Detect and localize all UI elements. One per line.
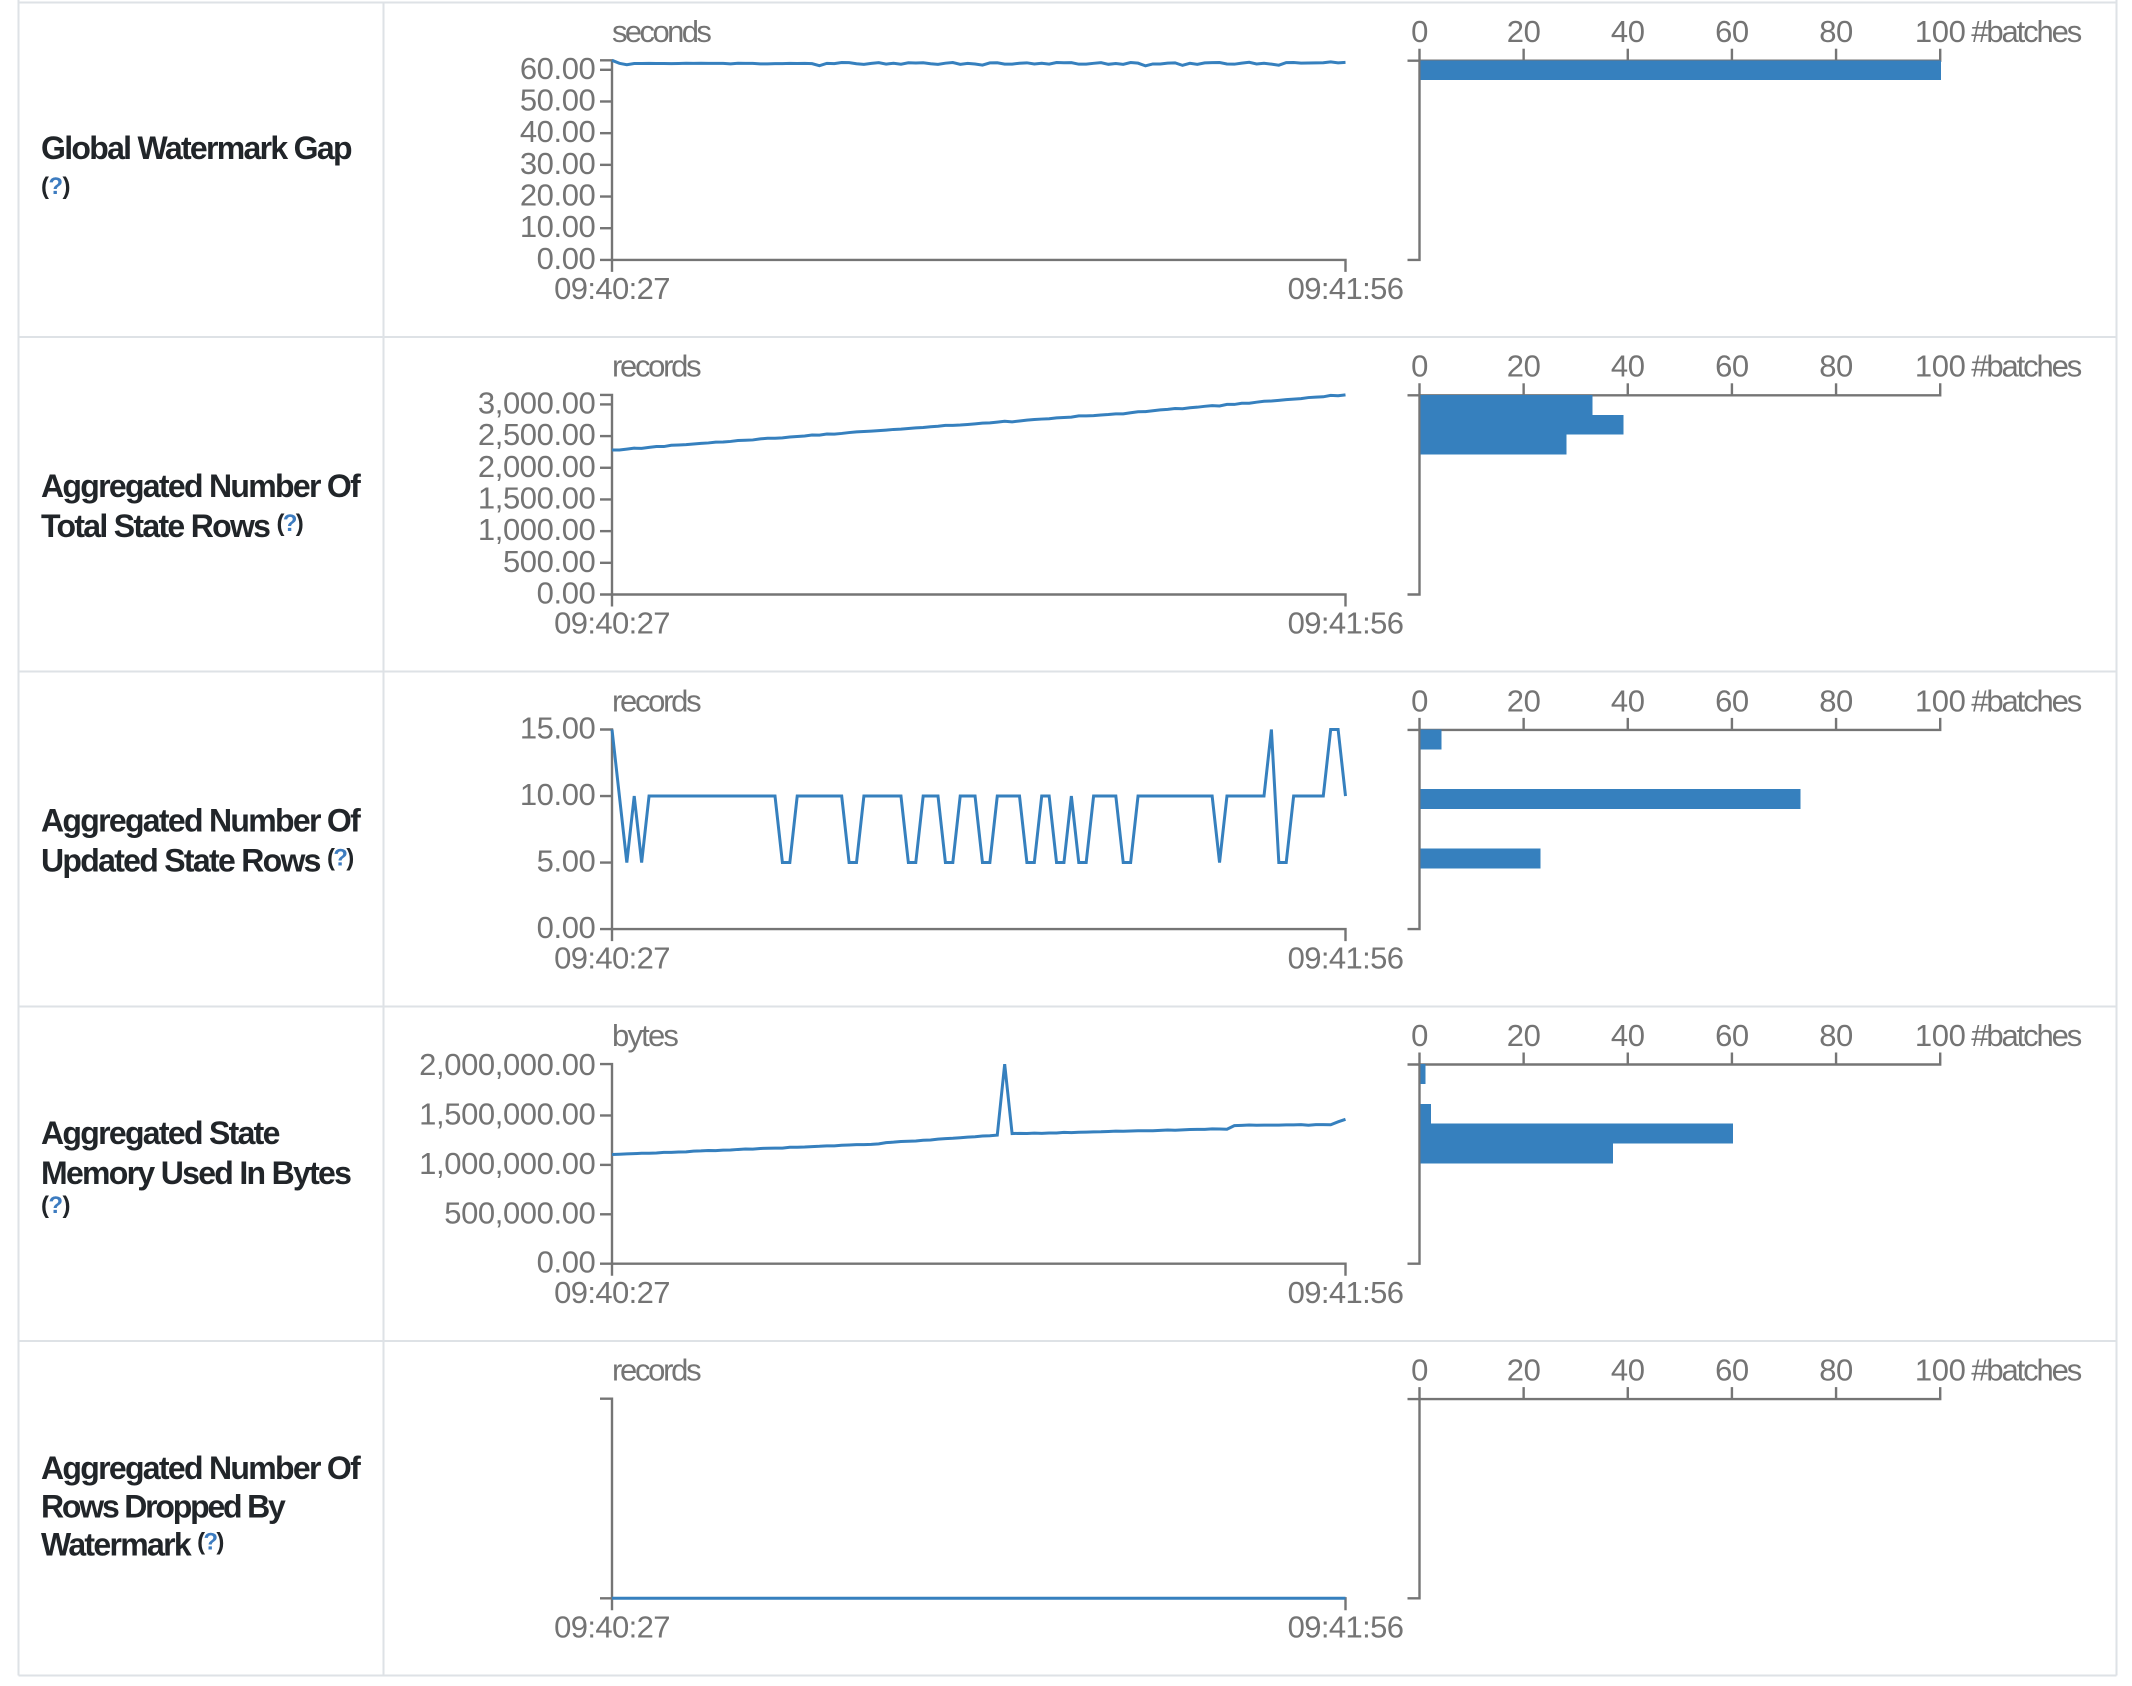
svg-text:3,000.00: 3,000.00 (478, 385, 596, 420)
svg-text:10.00: 10.00 (520, 209, 596, 244)
svg-text:Watermark (?): Watermark (?) (41, 1527, 223, 1563)
svg-text:60: 60 (1715, 349, 1749, 384)
svg-text:records: records (612, 1353, 701, 1388)
svg-text:40: 40 (1611, 14, 1645, 49)
svg-text:seconds: seconds (612, 14, 711, 49)
svg-text:records: records (612, 683, 701, 718)
svg-text:0: 0 (1411, 1018, 1428, 1053)
svg-text:Total State Rows (?): Total State Rows (?) (41, 508, 303, 544)
svg-text:20: 20 (1507, 14, 1541, 49)
svg-text:1,000,000.00: 1,000,000.00 (419, 1146, 595, 1181)
svg-text:0: 0 (1411, 1353, 1428, 1388)
svg-text:bytes: bytes (612, 1018, 678, 1053)
svg-text:#batches: #batches (1971, 14, 2082, 49)
svg-text:50.00: 50.00 (520, 82, 596, 117)
svg-text:10.00: 10.00 (520, 777, 596, 812)
svg-text:records: records (612, 349, 701, 384)
svg-text:#batches: #batches (1971, 349, 2082, 384)
svg-text:0.00: 0.00 (537, 910, 596, 945)
svg-text:#batches: #batches (1971, 1018, 2082, 1053)
svg-text:09:40:27: 09:40:27 (554, 940, 670, 975)
svg-text:2,500.00: 2,500.00 (478, 417, 596, 452)
svg-text:0: 0 (1411, 683, 1428, 718)
svg-text:0.00: 0.00 (537, 576, 596, 611)
svg-text:(?): (?) (41, 173, 70, 200)
svg-text:0.00: 0.00 (537, 241, 596, 276)
svg-text:40: 40 (1611, 1018, 1645, 1053)
svg-text:09:41:56: 09:41:56 (1288, 271, 1404, 306)
svg-text:0: 0 (1411, 349, 1428, 384)
svg-text:60: 60 (1715, 683, 1749, 718)
svg-text:(?): (?) (41, 1192, 70, 1219)
svg-text:09:41:56: 09:41:56 (1288, 1610, 1404, 1645)
svg-text:500,000.00: 500,000.00 (444, 1195, 595, 1230)
svg-text:20: 20 (1507, 349, 1541, 384)
svg-text:30.00: 30.00 (520, 146, 596, 181)
svg-text:09:40:27: 09:40:27 (554, 606, 670, 641)
svg-text:#batches: #batches (1971, 683, 2082, 718)
svg-text:5.00: 5.00 (537, 844, 596, 879)
svg-text:Memory Used In Bytes: Memory Used In Bytes (41, 1155, 351, 1191)
svg-text:80: 80 (1819, 683, 1853, 718)
svg-text:09:41:56: 09:41:56 (1288, 1275, 1404, 1310)
svg-text:80: 80 (1819, 14, 1853, 49)
svg-text:100: 100 (1915, 683, 1966, 718)
svg-text:80: 80 (1819, 1353, 1853, 1388)
svg-text:40: 40 (1611, 1353, 1645, 1388)
svg-text:Updated State Rows (?): Updated State Rows (?) (41, 843, 353, 879)
svg-text:Rows Dropped By: Rows Dropped By (41, 1488, 286, 1524)
svg-text:100: 100 (1915, 1353, 1966, 1388)
svg-text:500.00: 500.00 (503, 544, 596, 579)
svg-text:20: 20 (1507, 1018, 1541, 1053)
svg-text:100: 100 (1915, 349, 1966, 384)
svg-text:40: 40 (1611, 349, 1645, 384)
svg-text:40: 40 (1611, 683, 1645, 718)
svg-text:09:40:27: 09:40:27 (554, 1275, 670, 1310)
svg-text:1,000.00: 1,000.00 (478, 512, 596, 547)
svg-text:2,000.00: 2,000.00 (478, 449, 596, 484)
svg-text:0: 0 (1411, 14, 1428, 49)
svg-text:60: 60 (1715, 1018, 1749, 1053)
svg-text:15.00: 15.00 (520, 711, 596, 746)
svg-text:0.00: 0.00 (537, 1245, 596, 1280)
svg-text:100: 100 (1915, 14, 1966, 49)
svg-text:Aggregated State: Aggregated State (41, 1115, 280, 1151)
svg-text:Aggregated Number Of: Aggregated Number Of (41, 468, 361, 504)
svg-text:60.00: 60.00 (520, 51, 596, 86)
svg-text:1,500,000.00: 1,500,000.00 (419, 1096, 595, 1131)
svg-text:20: 20 (1507, 1353, 1541, 1388)
svg-text:60: 60 (1715, 1353, 1749, 1388)
svg-text:2,000,000.00: 2,000,000.00 (419, 1047, 595, 1082)
svg-text:1,500.00: 1,500.00 (478, 480, 596, 515)
svg-text:09:41:56: 09:41:56 (1288, 606, 1404, 641)
svg-text:09:40:27: 09:40:27 (554, 271, 670, 306)
svg-text:20: 20 (1507, 683, 1541, 718)
svg-text:40.00: 40.00 (520, 114, 596, 149)
svg-text:Aggregated Number Of: Aggregated Number Of (41, 803, 361, 839)
svg-text:#batches: #batches (1971, 1353, 2082, 1388)
svg-text:80: 80 (1819, 349, 1853, 384)
svg-text:Global Watermark Gap: Global Watermark Gap (41, 130, 352, 166)
svg-text:09:40:27: 09:40:27 (554, 1610, 670, 1645)
svg-text:60: 60 (1715, 14, 1749, 49)
svg-text:09:41:56: 09:41:56 (1288, 940, 1404, 975)
svg-text:100: 100 (1915, 1018, 1966, 1053)
svg-text:20.00: 20.00 (520, 178, 596, 213)
svg-text:80: 80 (1819, 1018, 1853, 1053)
svg-text:Aggregated Number Of: Aggregated Number Of (41, 1450, 361, 1486)
